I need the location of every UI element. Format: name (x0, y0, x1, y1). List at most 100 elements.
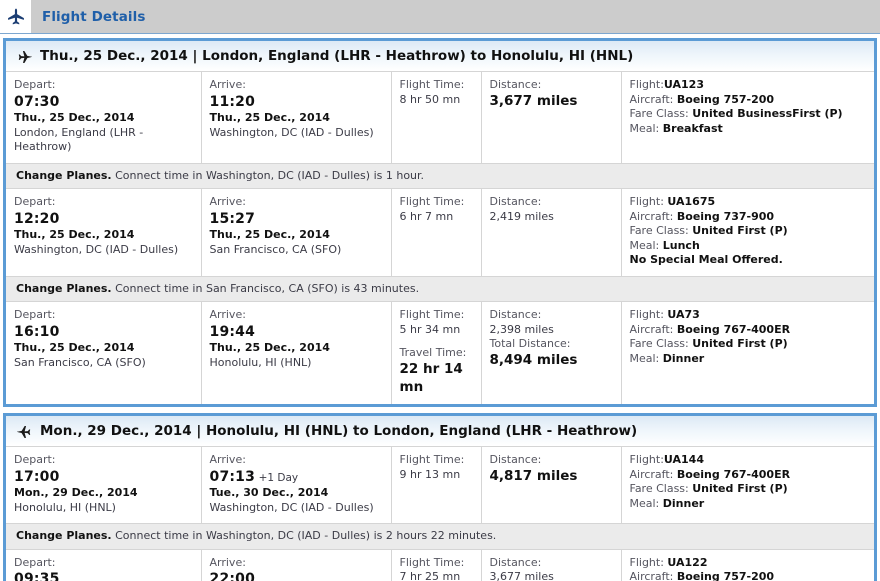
depart-time: 12:20 (14, 210, 60, 227)
arrive-date: Thu., 25 Dec., 2014 (209, 110, 330, 124)
depart-place: London, England (LHR - Heathrow) (14, 125, 144, 154)
arrive-label: Arrive: (209, 453, 246, 467)
fare-class-label: Fare Class: (629, 224, 689, 238)
change-planes-text: Connect time in San Francisco, CA (SFO) … (115, 281, 420, 295)
arrive-plus-day: +1 Day (258, 471, 299, 484)
depart-cell: Depart: 17:00 Mon., 29 Dec., 2014 Honolulu,… (6, 447, 201, 524)
flight-time-label: Flight Time: (399, 195, 465, 209)
time-cell: Flight Time: 8 hr 50 mn (390, 71, 481, 164)
meal-value: Breakfast (662, 121, 723, 135)
arrive-label: Arrive: (209, 195, 246, 209)
distance-cell: Distance: 4,817 miles (480, 446, 621, 524)
fare-class-label: Fare Class: (629, 107, 689, 121)
depart-label: Depart: (14, 195, 56, 209)
change-planes-cell: Change Planes. Connect time in San Franc… (6, 275, 874, 302)
arrive-cell: Arrive: 11:20 Thu., 25 Dec., 2014 Washingto… (200, 71, 391, 164)
depart-time: 07:30 (14, 93, 60, 110)
flight-info-cell: Flight: UA1675 Aircraft: Boeing 737-900 Fa… (620, 188, 874, 277)
segments-table: Depart: 07:30 Thu., 25 Dec., 2014 London, E… (6, 71, 874, 405)
tab-label-flight-details[interactable]: Flight Details (42, 8, 146, 25)
segment-row: Depart: 17:00 Mon., 29 Dec., 2014 Honolulu,… (6, 446, 874, 524)
flight-time-label: Flight Time: (399, 78, 465, 91)
change-planes-row: Change Planes. Connect time in Washingto… (6, 523, 874, 550)
distance-value: 3,677 miles (489, 570, 554, 581)
depart-cell: Depart: 12:20 Thu., 25 Dec., 2014 Washingto… (6, 189, 201, 277)
arrive-place: Washington, DC (IAD - Dulles) (209, 125, 374, 139)
depart-label: Depart: (14, 555, 56, 569)
flight-time-label: Flight Time: (399, 308, 465, 322)
arrive-date: Thu., 25 Dec., 2014 (209, 228, 330, 242)
time-cell: Flight Time: 9 hr 13 mn (390, 446, 481, 524)
tab-airplane-icon (0, 0, 32, 33)
depart-cell: Depart:09:35Tue., 30 Dec., 2014Washingto… (6, 549, 201, 581)
flight-label: Flight: (629, 453, 664, 467)
journey-title: Mon., 29 Dec., 2014 | Honolulu, HI (HNL)… (40, 423, 638, 440)
time-cell: Flight Time: 5 hr 34 mn Travel Time: 22 hr … (390, 301, 481, 405)
flight-info-cell: Flight: UA73 Aircraft: Boeing 767-400ER Fa… (620, 301, 874, 405)
aircraft-value: Boeing 757-200 (676, 570, 775, 581)
segments-table: Depart: 17:00 Mon., 29 Dec., 2014 Honolulu,… (6, 446, 874, 581)
time-spacer (400, 337, 473, 346)
flight-number: UA1675 (667, 195, 716, 209)
depart-date: Thu., 25 Dec., 2014 (14, 228, 135, 242)
change-planes-text: Connect time in Washington, DC (IAD - Du… (115, 529, 497, 543)
meal-value: Dinner (662, 351, 705, 365)
fare-class-value: United First (P) (692, 337, 788, 351)
journey-panel: Thu., 25 Dec., 2014 | London, England (L… (3, 38, 877, 408)
arrive-date: Thu., 25 Dec., 2014 (209, 341, 330, 355)
tab-bar: Flight Details (0, 0, 880, 34)
flight-number: UA123 (663, 78, 704, 91)
arrive-time: 15:27 (209, 210, 256, 227)
depart-date: Thu., 25 Dec., 2014 (14, 110, 135, 124)
total-distance-label: Total Distance: (489, 337, 571, 351)
meal-label: Meal: (629, 351, 660, 365)
depart-time: 17:00 (14, 468, 60, 485)
airplane-left-icon (16, 423, 33, 440)
flight-time-value: 6 hr 7 mn (399, 209, 454, 223)
arrive-time: 11:20 (209, 93, 256, 110)
fare-class-label: Fare Class: (629, 337, 689, 351)
journey-header: Mon., 29 Dec., 2014 | Honolulu, HI (HNL)… (6, 416, 874, 447)
total-distance-value: 8,494 miles (489, 351, 578, 368)
flight-label: Flight: (629, 78, 664, 91)
distance-label: Distance: (489, 308, 542, 322)
travel-time-label: Travel Time: (399, 346, 467, 360)
distance-label: Distance: (489, 195, 542, 209)
arrive-cell: Arrive: 07:13 +1 Day Tue., 30 Dec., 2014 Wa… (200, 446, 391, 524)
flight-time-label: Flight Time: (399, 555, 465, 569)
arrive-time: 22:00 (209, 571, 256, 581)
flight-label: Flight: (629, 308, 668, 322)
change-planes-row: Change Planes. Connect time in Washingto… (6, 162, 874, 189)
segment-row: Depart:09:35Tue., 30 Dec., 2014Washingto… (6, 549, 874, 581)
fare-class-value: United BusinessFirst (P) (692, 107, 843, 121)
change-planes-label: Change Planes. (16, 281, 112, 295)
change-planes-row: Change Planes. Connect time in San Franc… (6, 275, 874, 302)
aircraft-label: Aircraft: (629, 467, 674, 481)
flight-time-value: 7 hr 25 mn (399, 570, 461, 581)
aircraft-value: Boeing 767-400ER (676, 467, 791, 481)
arrive-place: San Francisco, CA (SFO) (209, 242, 342, 256)
arrive-time: 19:44 (209, 323, 256, 340)
flight-time-label: Flight Time: (399, 453, 465, 467)
distance-cell: Distance: 2,398 miles Total Distance: 8,494… (480, 301, 621, 405)
segment-row: Depart: 12:20 Thu., 25 Dec., 2014 Washingto… (6, 188, 874, 277)
depart-time: 09:35 (14, 571, 60, 581)
depart-place: San Francisco, CA (SFO) (14, 355, 146, 369)
distance-value: 2,419 miles (489, 209, 554, 223)
aircraft-value: Boeing 737-900 (676, 209, 775, 223)
flight-number: UA73 (667, 308, 700, 322)
distance-label: Distance: (489, 555, 542, 569)
depart-place: Washington, DC (IAD - Dulles) (14, 242, 179, 256)
arrive-place: Honolulu, HI (HNL) (209, 355, 312, 369)
distance-cell: Distance: 3,677 miles (480, 71, 621, 164)
meal-value: Lunch (662, 238, 700, 252)
meal-label: Meal: (629, 496, 660, 510)
travel-time-value: 22 hr 14 mn (399, 360, 463, 395)
depart-label: Depart: (14, 453, 56, 467)
distance-value: 4,817 miles (489, 467, 578, 484)
fare-class-value: United First (P) (692, 482, 788, 496)
